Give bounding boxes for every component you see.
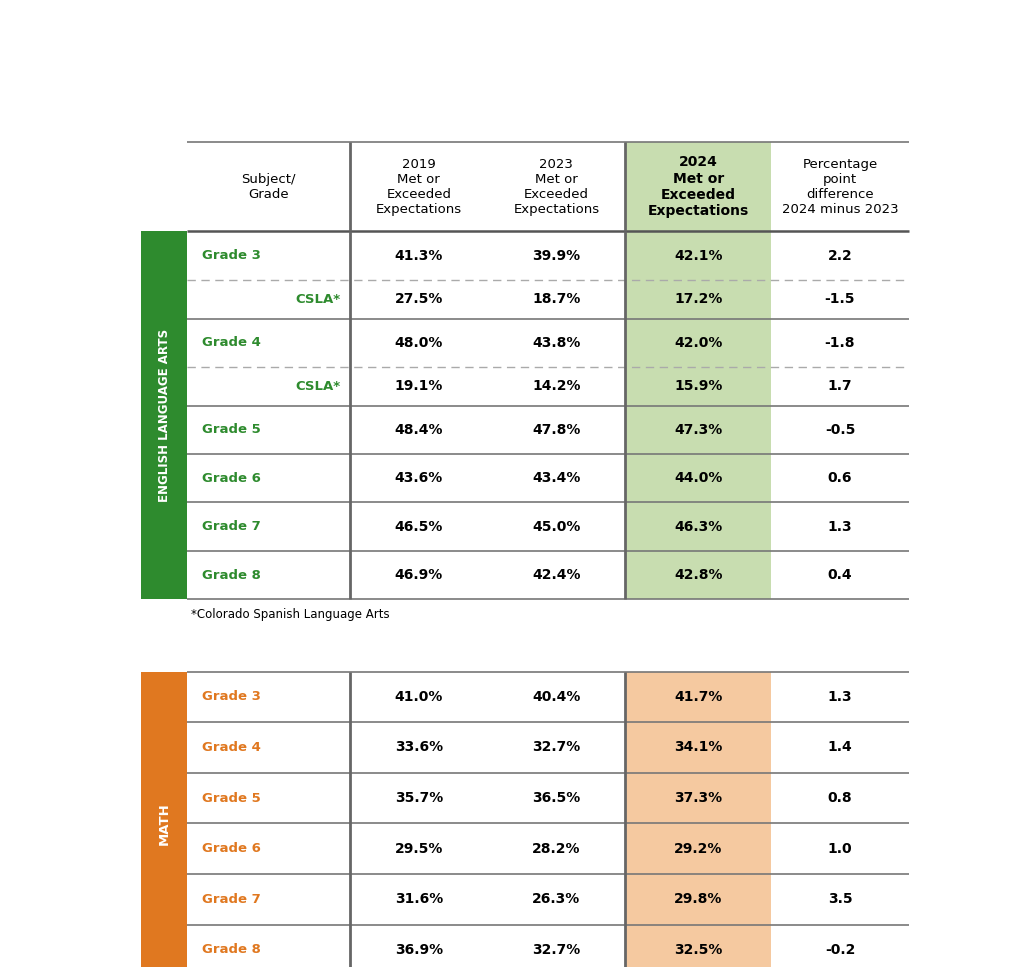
Text: 46.9%: 46.9% [395, 568, 443, 582]
Text: 47.8%: 47.8% [532, 423, 581, 437]
Text: 39.9%: 39.9% [532, 249, 580, 263]
Text: 29.2%: 29.2% [674, 841, 722, 856]
Text: Grade 5: Grade 5 [202, 792, 261, 805]
Text: 18.7%: 18.7% [532, 292, 581, 307]
Text: Grade 3: Grade 3 [202, 249, 261, 262]
Bar [625, 671, 771, 967]
Bar [187, 231, 908, 600]
Text: -1.5: -1.5 [825, 292, 855, 307]
Text: 32.7%: 32.7% [532, 741, 580, 754]
Text: 2019
Met or
Exceeded
Expectations: 2019 Met or Exceeded Expectations [375, 158, 461, 216]
Text: 47.3%: 47.3% [674, 423, 722, 437]
Text: Grade 8: Grade 8 [202, 569, 261, 581]
Text: Grade 5: Grade 5 [202, 424, 261, 436]
Text: 41.0%: 41.0% [395, 689, 443, 704]
Text: Grade 4: Grade 4 [202, 741, 261, 754]
Text: 29.8%: 29.8% [674, 893, 722, 906]
Text: 43.8%: 43.8% [532, 336, 581, 350]
Text: 48.4%: 48.4% [395, 423, 443, 437]
Text: 41.7%: 41.7% [674, 689, 722, 704]
Text: Percentage
point
difference
2024 minus 2023: Percentage point difference 2024 minus 2… [782, 158, 898, 216]
Text: 40.4%: 40.4% [532, 689, 581, 704]
Text: 42.0%: 42.0% [674, 336, 722, 350]
Text: 31.6%: 31.6% [395, 893, 443, 906]
Text: 46.3%: 46.3% [674, 519, 722, 534]
Text: 35.7%: 35.7% [395, 791, 443, 806]
Text: -0.2: -0.2 [825, 943, 855, 957]
Text: Subject/
Grade: Subject/ Grade [241, 173, 296, 201]
Text: 0.6: 0.6 [828, 471, 852, 485]
Text: 17.2%: 17.2% [674, 292, 722, 307]
Text: 44.0%: 44.0% [674, 471, 722, 485]
Text: 42.1%: 42.1% [674, 249, 722, 263]
Text: 36.9%: 36.9% [395, 943, 443, 957]
Bar [187, 671, 908, 967]
Text: 34.1%: 34.1% [674, 741, 722, 754]
Text: 14.2%: 14.2% [532, 379, 581, 394]
Text: 1.4: 1.4 [828, 741, 852, 754]
Text: 0.4: 0.4 [828, 568, 852, 582]
Text: Grade 4: Grade 4 [202, 337, 261, 349]
Text: CSLA*: CSLA* [296, 293, 341, 306]
Text: 33.6%: 33.6% [395, 741, 443, 754]
Text: 1.0: 1.0 [828, 841, 852, 856]
Text: MATH: MATH [158, 802, 171, 845]
Text: 46.5%: 46.5% [395, 519, 443, 534]
Text: 43.4%: 43.4% [532, 471, 581, 485]
Text: 32.5%: 32.5% [674, 943, 722, 957]
Bar [141, 231, 187, 600]
Text: 26.3%: 26.3% [532, 893, 580, 906]
Text: ENGLISH LANGUAGE ARTS: ENGLISH LANGUAGE ARTS [158, 329, 171, 502]
Text: Grade 6: Grade 6 [202, 472, 261, 484]
Text: -0.5: -0.5 [825, 423, 855, 437]
Text: CSLA*: CSLA* [296, 380, 341, 393]
Text: 2.2: 2.2 [828, 249, 852, 263]
Text: Grade 7: Grade 7 [202, 520, 261, 533]
Text: *Colorado Spanish Language Arts: *Colorado Spanish Language Arts [191, 608, 390, 622]
Text: Grade 6: Grade 6 [202, 842, 261, 855]
Bar [141, 671, 187, 967]
Text: -1.8: -1.8 [825, 336, 855, 350]
Text: 0.8: 0.8 [828, 791, 852, 806]
Text: 48.0%: 48.0% [395, 336, 443, 350]
Text: 2023
Met or
Exceeded
Expectations: 2023 Met or Exceeded Expectations [514, 158, 599, 216]
Text: 45.0%: 45.0% [532, 519, 581, 534]
Text: 3.5: 3.5 [828, 893, 852, 906]
Text: 19.1%: 19.1% [395, 379, 443, 394]
Text: 43.6%: 43.6% [395, 471, 443, 485]
Text: Grade 3: Grade 3 [202, 690, 261, 703]
Text: 1.3: 1.3 [828, 689, 852, 704]
Text: 41.3%: 41.3% [395, 249, 443, 263]
Text: 28.2%: 28.2% [532, 841, 581, 856]
Text: 37.3%: 37.3% [674, 791, 722, 806]
Bar [625, 142, 771, 231]
Text: 42.8%: 42.8% [674, 568, 722, 582]
Text: 1.3: 1.3 [828, 519, 852, 534]
Text: Grade 7: Grade 7 [202, 893, 261, 906]
Text: 42.4%: 42.4% [532, 568, 581, 582]
Text: 36.5%: 36.5% [532, 791, 580, 806]
Text: 27.5%: 27.5% [395, 292, 443, 307]
Bar [187, 142, 908, 231]
Text: 15.9%: 15.9% [674, 379, 722, 394]
Text: Grade 8: Grade 8 [202, 944, 261, 956]
Text: 1.7: 1.7 [828, 379, 852, 394]
Text: 2024
Met or
Exceeded
Expectations: 2024 Met or Exceeded Expectations [648, 156, 749, 219]
Text: 29.5%: 29.5% [395, 841, 443, 856]
Text: 32.7%: 32.7% [532, 943, 580, 957]
Bar [625, 231, 771, 600]
